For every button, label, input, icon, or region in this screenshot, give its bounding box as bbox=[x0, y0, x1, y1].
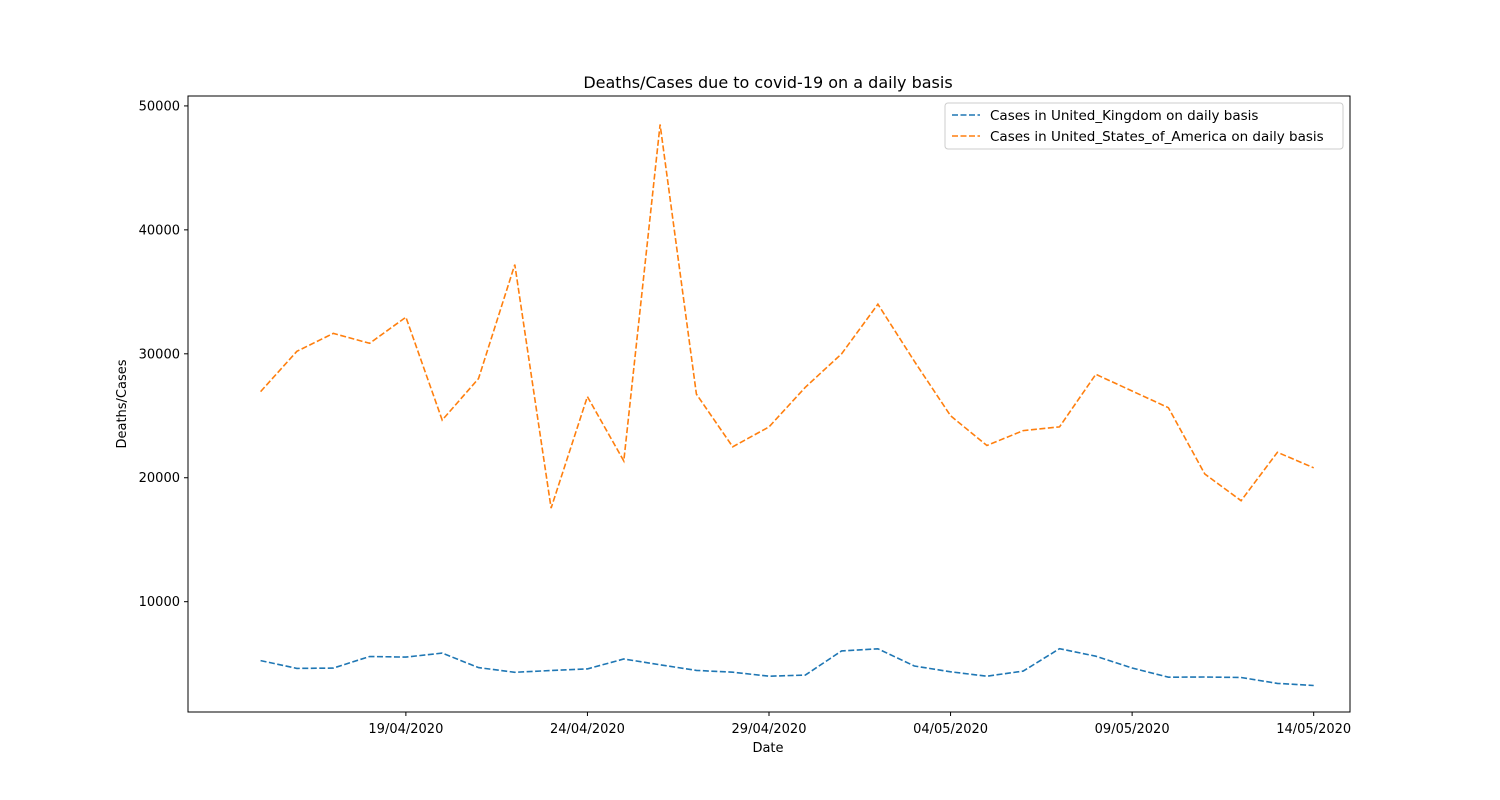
x-tick-label: 29/04/2020 bbox=[732, 722, 807, 737]
y-tick-label: 30000 bbox=[139, 347, 180, 362]
x-tick-label: 04/05/2020 bbox=[913, 722, 988, 737]
chart-title: Deaths/Cases due to covid-19 on a daily … bbox=[583, 73, 952, 92]
plot-area bbox=[187, 95, 1351, 713]
x-tick-label: 19/04/2020 bbox=[368, 722, 443, 737]
series-line-0 bbox=[260, 647, 1314, 687]
y-tick-label: 20000 bbox=[139, 471, 180, 486]
legend-label-1: Cases in United_States_of_America on dai… bbox=[990, 129, 1324, 145]
x-axis: 19/04/2020 24/04/2020 29/04/2020 04/05/2020… bbox=[368, 712, 1351, 737]
y-axis: 10000 20000 30000 40000 50000 bbox=[139, 99, 188, 610]
x-tick-label: 14/05/2020 bbox=[1276, 722, 1351, 737]
y-axis-title: Deaths/Cases bbox=[115, 359, 130, 448]
y-tick-label: 50000 bbox=[139, 99, 180, 114]
x-tick-label: 09/05/2020 bbox=[1095, 722, 1170, 737]
series-layer bbox=[260, 124, 1315, 687]
y-tick-label: 10000 bbox=[139, 595, 180, 610]
series-line-1 bbox=[260, 124, 1315, 509]
x-axis-title: Date bbox=[752, 741, 783, 756]
y-tick-label: 40000 bbox=[139, 223, 180, 238]
legend-box bbox=[944, 102, 1344, 150]
x-tick-label: 24/04/2020 bbox=[550, 722, 625, 737]
legend-label-0: Cases in United_Kingdom on daily basis bbox=[990, 108, 1258, 124]
legend: Cases in United_Kingdom on daily basis Ca… bbox=[944, 102, 1344, 150]
